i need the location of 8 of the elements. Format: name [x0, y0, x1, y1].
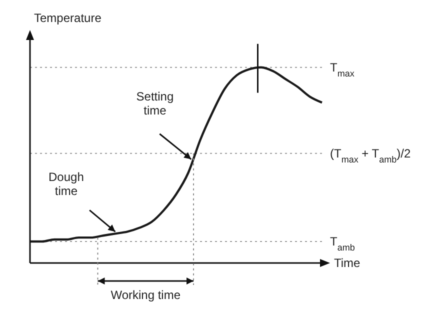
y-axis-title: Temperature — [34, 11, 102, 25]
annotation: Setting time — [136, 90, 174, 118]
text: Working time — [110, 288, 181, 302]
annotation: Dough time — [48, 170, 84, 198]
x-axis-title: Time — [334, 256, 361, 270]
ref-line-label: T$_{max}$ — [330, 60, 355, 78]
ref-line-label: T$_{amb}$ — [330, 234, 355, 252]
ref-line-label: (T$_{max}$ + T$_{amb}$)/2 — [330, 146, 411, 164]
